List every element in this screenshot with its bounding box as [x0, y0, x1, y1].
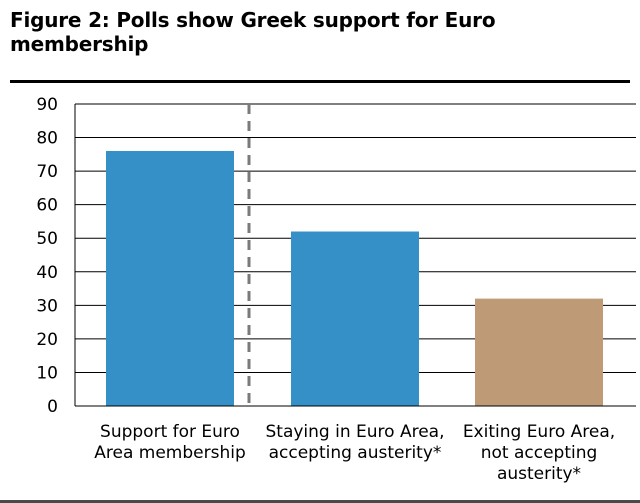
y-tick-label: 60	[36, 196, 58, 216]
y-tick-label: 40	[36, 263, 58, 283]
y-tick-label: 10	[36, 363, 58, 383]
title-rule	[10, 80, 630, 83]
y-tick-label: 70	[36, 162, 58, 182]
y-axis: 0 10 20 30 40 50 60 70 80 90	[36, 95, 76, 417]
x-category-label: Exiting Euro Area, not accepting austerity…	[463, 422, 615, 484]
y-tick-label: 50	[36, 229, 58, 249]
y-tick-label: 20	[36, 330, 58, 350]
bar	[291, 231, 419, 406]
x-category-label: Support for Euro Area membership	[94, 422, 246, 463]
bottom-border	[0, 500, 640, 503]
bars	[75, 150, 636, 407]
y-tick-label: 90	[36, 95, 58, 115]
bar	[475, 298, 603, 406]
y-tick-label: 80	[36, 129, 58, 149]
y-tick-label: 30	[36, 296, 58, 316]
bar	[106, 150, 234, 406]
chart-title: Figure 2: Polls show Greek support for E…	[10, 8, 496, 56]
x-axis-labels: Support for Euro Area membership Staying i…	[94, 422, 615, 484]
x-category-label: Staying in Euro Area, accepting austerity…	[266, 422, 445, 463]
y-tick-label: 0	[47, 397, 58, 417]
